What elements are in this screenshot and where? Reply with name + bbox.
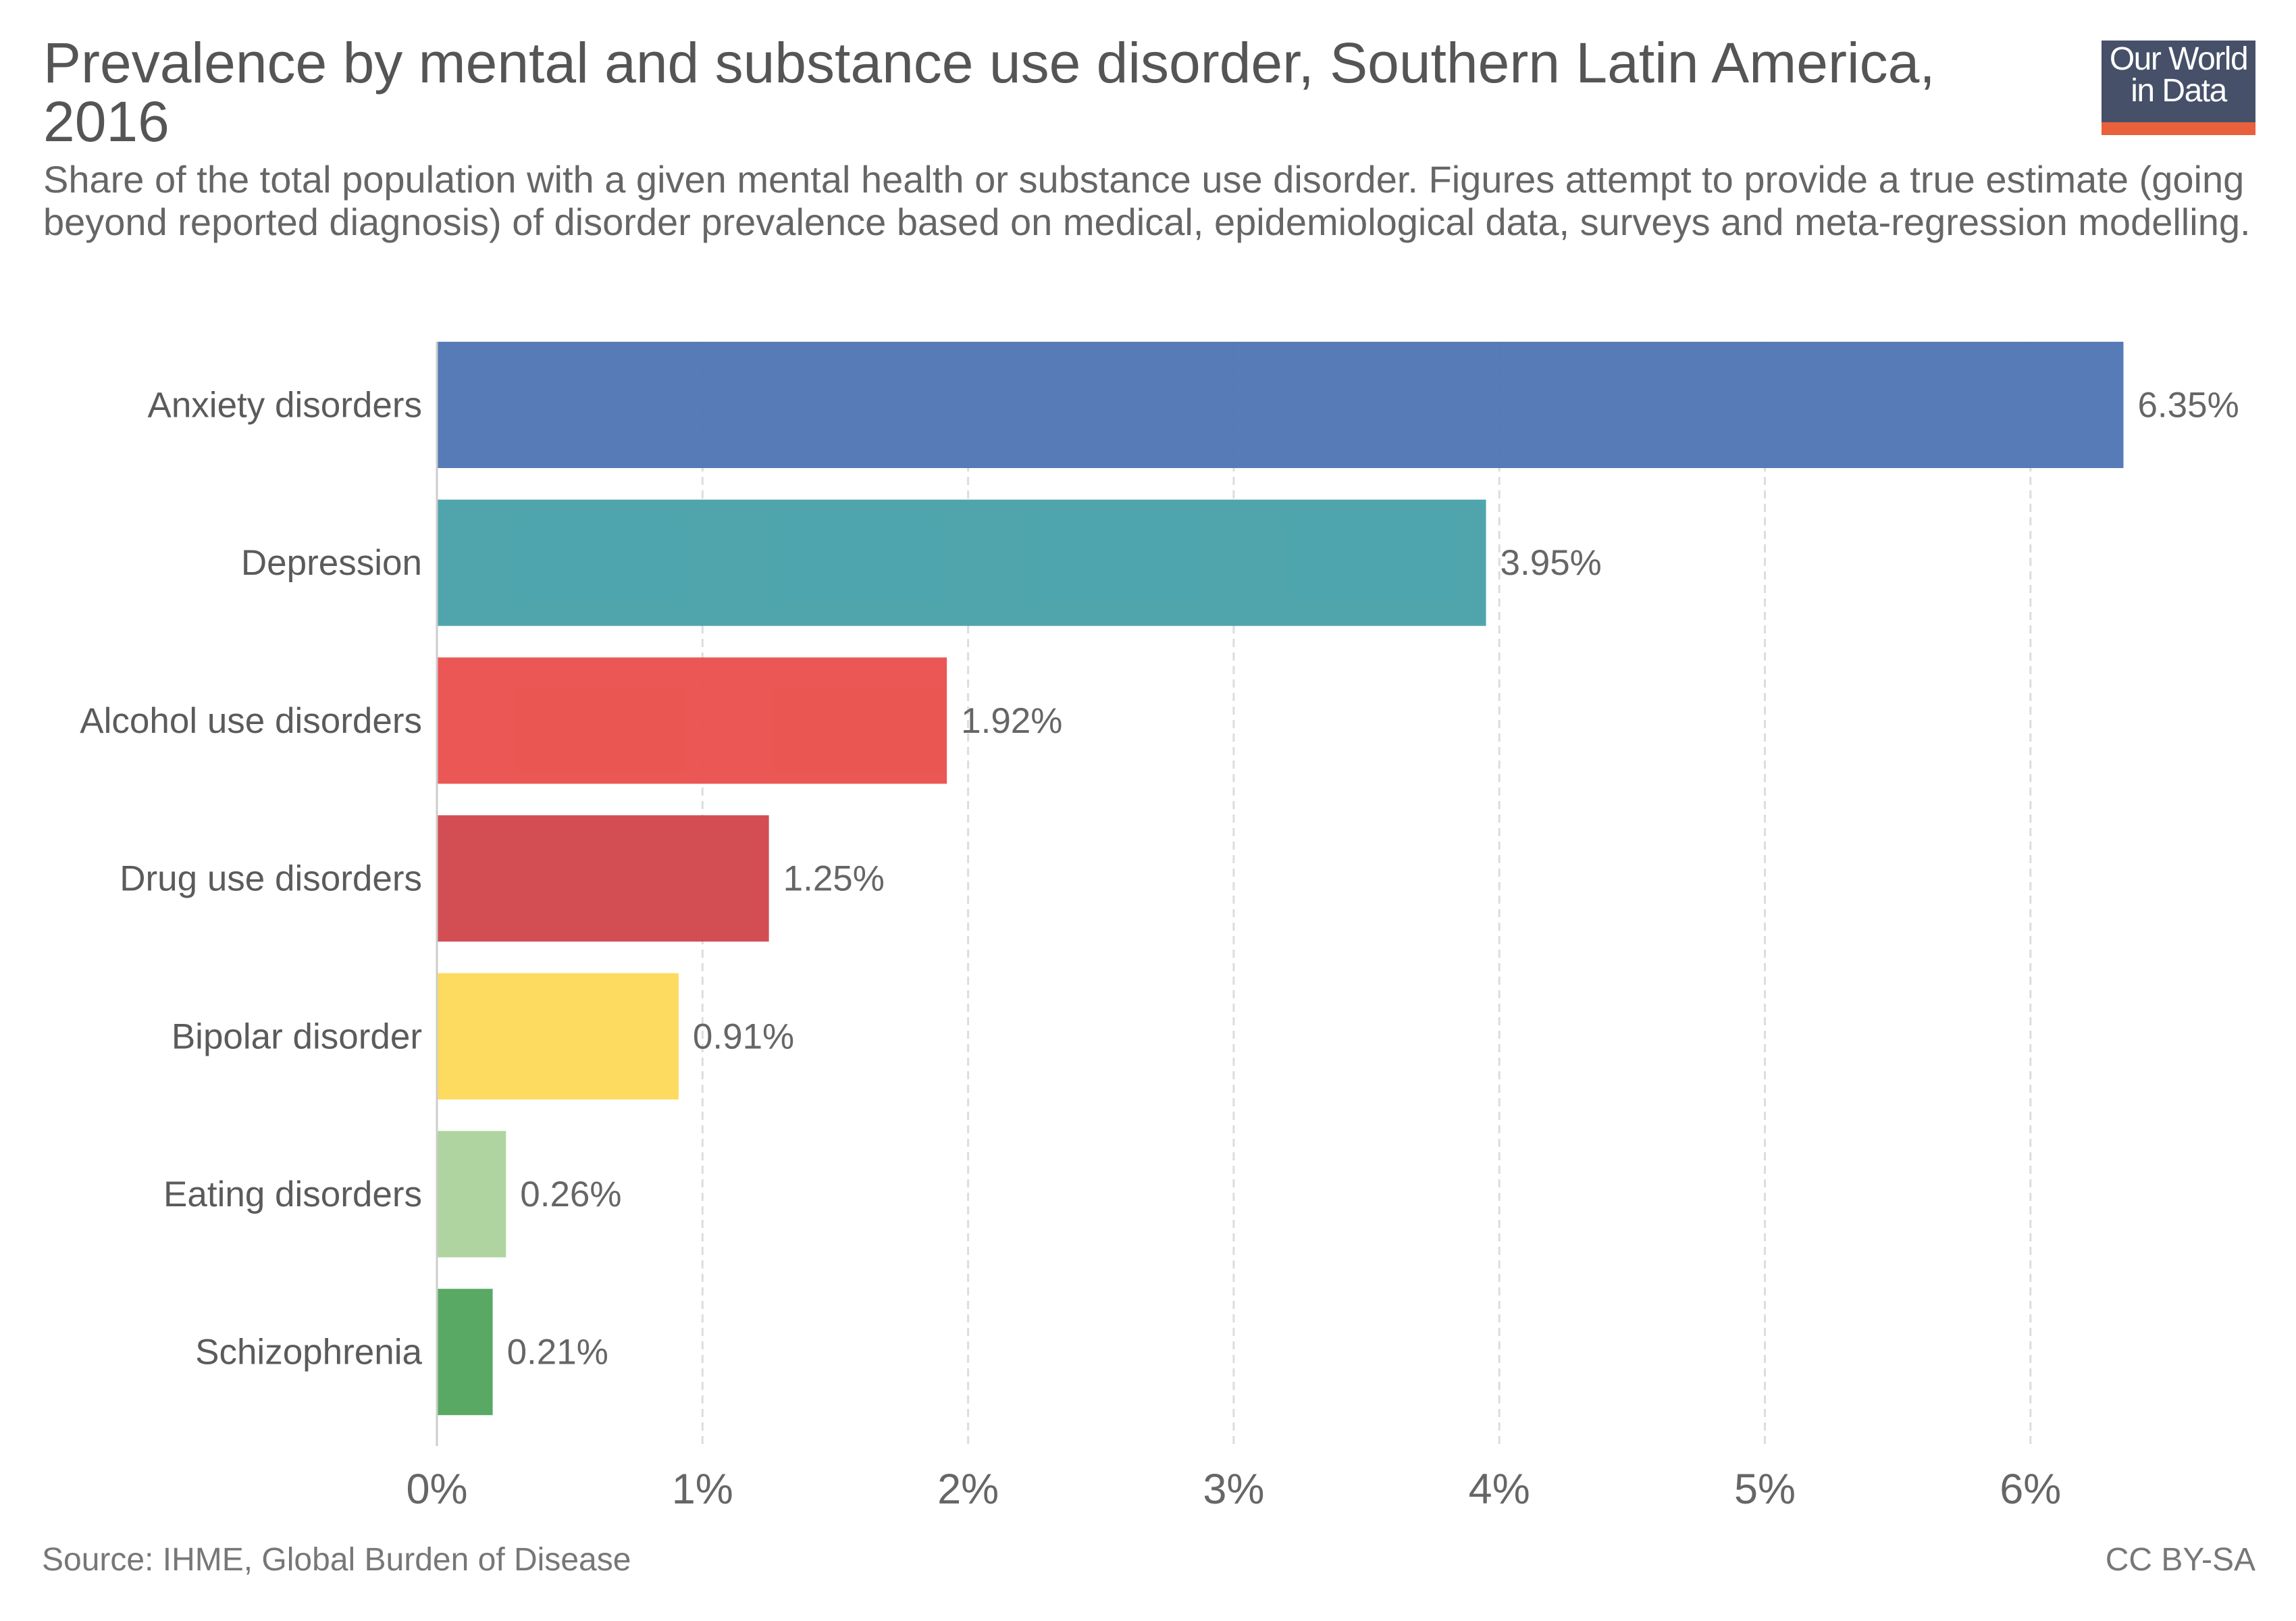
- bars: [437, 342, 2124, 1416]
- value-label: 1.25%: [783, 859, 885, 899]
- value-label: 1.92%: [961, 701, 1062, 741]
- source-note[interactable]: Source: IHME, Global Burden of Disease: [42, 1542, 631, 1578]
- x-tick-label: 3%: [1203, 1466, 1264, 1513]
- value-label: 0.21%: [507, 1333, 608, 1372]
- gridlines: [701, 342, 2032, 1446]
- bar-bipolar-disorder[interactable]: [437, 973, 679, 1100]
- bar-alcohol-use-disorders[interactable]: [437, 657, 947, 784]
- bar-depression[interactable]: [437, 499, 1486, 626]
- logo-accent-bar: [2102, 122, 2255, 135]
- value-label: 6.35%: [2137, 386, 2239, 426]
- x-tick-label: 6%: [2000, 1466, 2061, 1513]
- bar-anxiety-disorders[interactable]: [437, 342, 2124, 468]
- value-labels: 6.35% 3.95% 1.92% 1.25% 0.91% 0.26% 0.21%: [507, 386, 2239, 1372]
- category-label: Schizophrenia: [195, 1333, 422, 1372]
- chart-subtitle: Share of the total population with a giv…: [43, 158, 2251, 243]
- license-note[interactable]: CC BY-SA: [2105, 1542, 2255, 1578]
- value-label: 3.95%: [1501, 543, 1602, 583]
- chart-title: Prevalence by mental and substance use d…: [43, 31, 1935, 153]
- x-tick-label: 1%: [672, 1466, 733, 1513]
- category-label: Depression: [241, 543, 422, 583]
- bar-drug-use-disorders[interactable]: [437, 815, 769, 942]
- x-tick-label: 0%: [406, 1466, 467, 1513]
- x-tick-label: 2%: [937, 1466, 999, 1513]
- logo-line-2: in Data: [2131, 73, 2227, 109]
- value-label: 0.26%: [520, 1175, 621, 1214]
- y-axis-labels: Anxiety disorders Depression Alcohol use d…: [80, 386, 422, 1372]
- category-label: Drug use disorders: [120, 859, 422, 899]
- category-label: Bipolar disorder: [172, 1017, 422, 1056]
- bar-eating-disorders[interactable]: [437, 1131, 506, 1258]
- value-label: 0.91%: [693, 1017, 794, 1056]
- x-tick-label: 5%: [1734, 1466, 1796, 1513]
- x-tick-label: 4%: [1469, 1466, 1530, 1513]
- category-label: Eating disorders: [163, 1175, 422, 1214]
- owid-logo[interactable]: Our World in Data: [2102, 41, 2255, 135]
- logo-text: Our World in Data: [2102, 43, 2255, 107]
- bar-schizophrenia[interactable]: [437, 1289, 493, 1416]
- category-label: Anxiety disorders: [147, 386, 422, 426]
- logo-line-1: Our World: [2109, 41, 2249, 77]
- x-axis-tick-labels: 0% 1% 2% 3% 4% 5% 6%: [406, 1466, 2061, 1513]
- category-label: Alcohol use disorders: [80, 701, 422, 741]
